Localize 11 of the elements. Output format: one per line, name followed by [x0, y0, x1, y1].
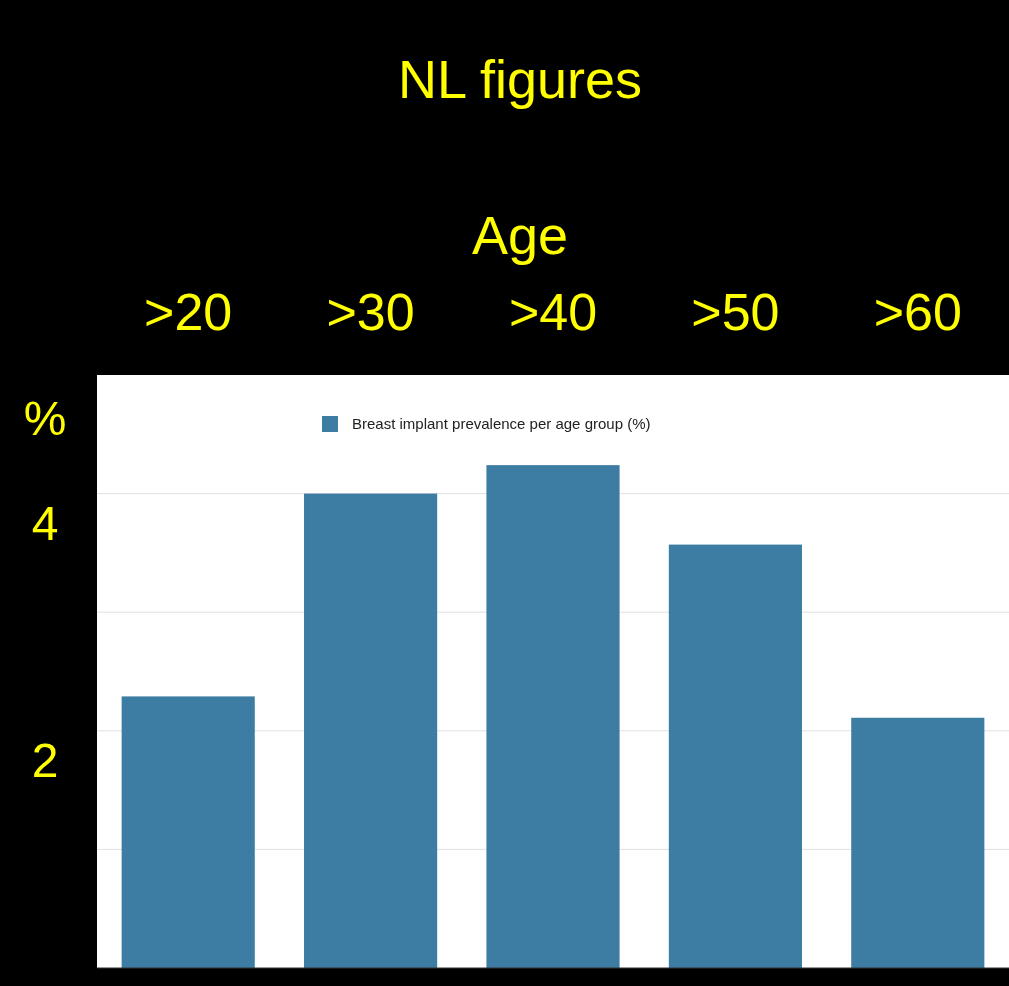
chart-title: NL figures: [397, 49, 643, 109]
y-tick-label: 4: [31, 496, 59, 550]
x-axis-title: Age: [471, 205, 569, 265]
x-tick-label: >30: [326, 283, 415, 341]
y-tick-label: 2: [31, 733, 59, 787]
x-tick-label: >50: [691, 283, 780, 341]
x-tick-label: >20: [144, 283, 233, 341]
legend-label: Breast implant prevalence per age group (%): [352, 415, 651, 432]
x-tick-label: >40: [508, 283, 598, 341]
x-tick-label: >60: [873, 283, 962, 341]
y-axis-title: %: [23, 392, 67, 445]
